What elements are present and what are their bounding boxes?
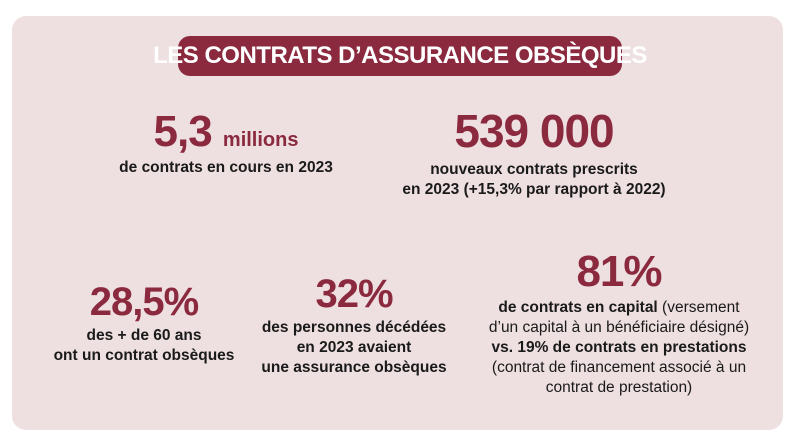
stat-description-line1: de contrats en capital (versement — [464, 298, 774, 318]
stat-description-line5: contrat de prestation) — [545, 379, 693, 396]
stat-value-new-contracts: 539 000 — [454, 105, 614, 157]
infographic-card: LES CONTRATS D’ASSURANCE OBSÈQUES 5,3 mi… — [12, 16, 783, 430]
stat-contracts-in-force: 5,3 millions de contrats en cours en 202… — [96, 110, 356, 178]
stat-description-line2: ont un contrat obsèques — [53, 347, 235, 364]
stat-new-contracts: 539 000 nouveaux contrats prescrits en 2… — [374, 108, 694, 200]
stat-description-line4: (contrat de financement associé à un — [491, 359, 747, 376]
stat-description-light: (versement — [657, 299, 740, 316]
stat-value-contracts-in-force: 5,3 millions — [96, 110, 356, 154]
stat-description-bold: de contrats en capital — [498, 299, 658, 316]
stat-value-capital-contracts: 81% — [576, 247, 662, 296]
page-title: LES CONTRATS D’ASSURANCE OBSÈQUES — [153, 42, 647, 69]
stat-capital-contracts: 81% de contrats en capital (versement d’… — [464, 250, 774, 398]
stat-description-line1: des + de 60 ans — [86, 327, 202, 344]
stat-description-line3: une assurance obsèques — [261, 359, 447, 376]
title-badge: LES CONTRATS D’ASSURANCE OBSÈQUES — [153, 36, 647, 76]
stat-unit: millions — [222, 129, 299, 151]
stat-description-line1: des personnes décédées — [261, 319, 447, 336]
stat-description: de contrats en cours en 2023 — [119, 159, 333, 176]
stat-description-line2: d’un capital à un bénéficiaire désigné) — [488, 319, 750, 336]
stat-value-deceased: 32% — [315, 272, 393, 316]
stat-description-line2: en 2023 avaient — [296, 339, 412, 356]
stat-description-line3: vs. 19% de contrats en prestations — [491, 339, 747, 356]
stat-value-over-60: 28,5% — [89, 280, 199, 324]
stat-number: 5,3 — [153, 107, 213, 156]
stat-description-line2: en 2023 (+15,3% par rapport à 2022) — [402, 181, 666, 198]
stat-deceased: 32% des personnes décédées en 2023 avaie… — [244, 274, 464, 378]
stat-over-60: 28,5% des + de 60 ans ont un contrat obs… — [34, 282, 254, 366]
stat-description-line1: nouveaux contrats prescrits — [430, 161, 638, 178]
